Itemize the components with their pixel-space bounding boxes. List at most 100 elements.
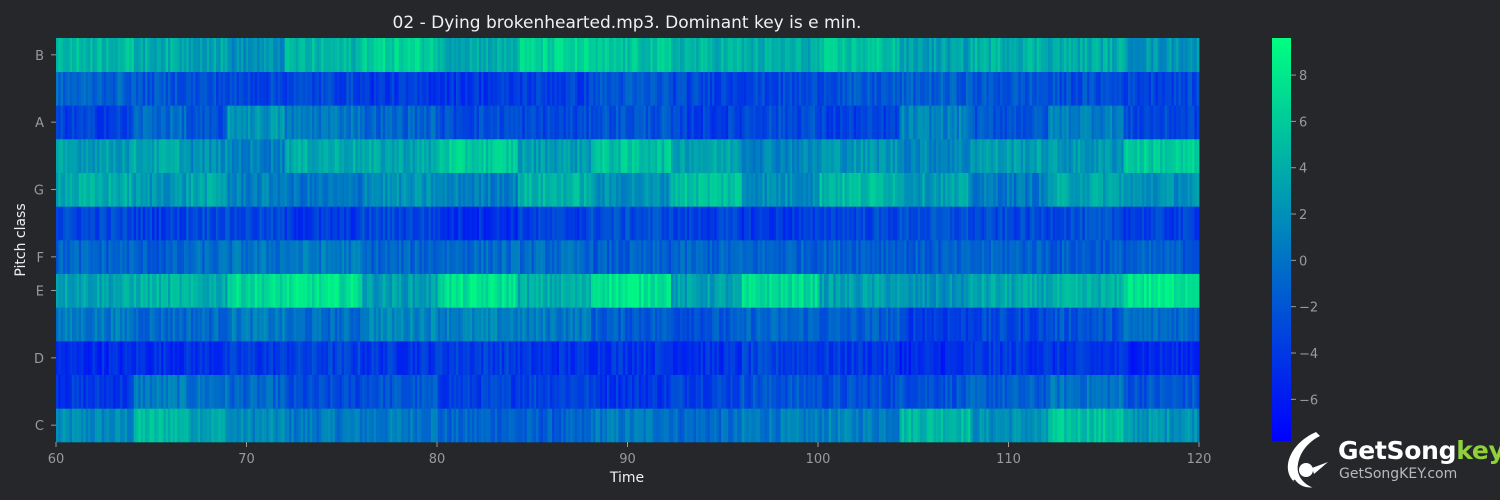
heatmap-cell	[835, 172, 839, 207]
heatmap-cell	[972, 374, 976, 409]
heatmap-cell	[1034, 408, 1038, 443]
heatmap-cell	[69, 172, 73, 207]
heatmap-cell	[947, 206, 951, 241]
heatmap-cell	[131, 374, 135, 409]
heatmap-cell	[446, 105, 450, 140]
heatmap-cell	[632, 105, 635, 140]
heatmap-cell	[88, 105, 91, 140]
heatmap-cell	[1148, 408, 1152, 443]
heatmap-cell	[147, 408, 151, 443]
heatmap-cell	[494, 240, 498, 274]
heatmap-cell	[446, 273, 450, 308]
heatmap-cell	[142, 105, 146, 140]
heatmap-cell	[524, 341, 528, 375]
heatmap-cell	[168, 374, 171, 409]
heatmap-cell	[300, 307, 304, 342]
heatmap-cell	[414, 273, 418, 308]
heatmap-cell	[936, 206, 939, 241]
heatmap-cell	[78, 172, 82, 207]
heatmap-cell	[995, 206, 999, 241]
heatmap-cell	[88, 374, 91, 409]
heatmap-cell	[926, 172, 930, 207]
heatmap-cell	[718, 408, 722, 443]
heatmap-cell	[513, 240, 516, 274]
heatmap-cell	[851, 273, 855, 308]
heatmap-cell	[426, 273, 430, 308]
heatmap-cell	[120, 374, 123, 409]
heatmap-cell	[1183, 307, 1186, 342]
heatmap-cell	[654, 341, 658, 375]
heatmap-cell	[504, 273, 507, 308]
heatmap-cell	[360, 408, 363, 443]
heatmap-cell	[211, 374, 215, 409]
heatmap-cell	[901, 206, 905, 241]
heatmap-cell	[469, 374, 473, 409]
heatmap-cell	[481, 408, 484, 443]
heatmap-cell	[643, 273, 647, 308]
heatmap-cell	[526, 240, 530, 274]
heatmap-cell	[844, 105, 848, 140]
heatmap-cell	[1160, 206, 1163, 241]
heatmap-cell	[321, 273, 324, 308]
heatmap-cell	[426, 206, 430, 241]
heatmap-cell	[1180, 206, 1184, 241]
heatmap-cell	[641, 105, 644, 140]
heatmap-cell	[1009, 307, 1012, 342]
heatmap-cell	[561, 105, 564, 140]
heatmap-cell	[1123, 341, 1127, 375]
heatmap-cell	[723, 408, 727, 443]
heatmap-cell	[970, 341, 974, 375]
heatmap-cell	[1167, 374, 1170, 409]
heatmap-cell	[1009, 139, 1012, 173]
heatmap-cell	[632, 307, 635, 342]
heatmap-cell	[318, 341, 322, 375]
heatmap-cell	[1009, 273, 1012, 308]
heatmap-cell	[1068, 408, 1072, 443]
heatmap-cell	[997, 307, 1001, 342]
heatmap-cell	[273, 105, 276, 140]
heatmap-cell	[568, 172, 571, 207]
heatmap-cell	[122, 273, 125, 308]
heatmap-cell	[124, 240, 128, 274]
heatmap-cell	[277, 341, 281, 375]
heatmap-cell	[819, 374, 823, 409]
heatmap-cell	[796, 408, 800, 443]
heatmap-cell	[1002, 139, 1006, 173]
heatmap-cell	[92, 273, 96, 308]
heatmap-cell	[492, 307, 496, 342]
heatmap-cell	[1109, 139, 1113, 173]
heatmap-cell	[958, 105, 962, 140]
heatmap-cell	[451, 307, 455, 342]
heatmap-cell	[552, 374, 555, 409]
heatmap-cell	[1137, 139, 1140, 173]
heatmap-cell	[302, 172, 306, 207]
heatmap-cell	[728, 172, 731, 207]
heatmap-cell	[533, 273, 537, 308]
heatmap-cell	[837, 374, 841, 409]
heatmap-cell	[286, 408, 290, 443]
heatmap-cell	[206, 206, 210, 241]
heatmap-cell	[172, 240, 176, 274]
heatmap-cell	[670, 408, 674, 443]
heatmap-cell	[154, 374, 157, 409]
heatmap-cell	[718, 139, 722, 173]
heatmap-cell	[1114, 172, 1118, 207]
heatmap-cell	[1020, 139, 1024, 173]
heatmap-cell	[312, 307, 315, 342]
heatmap-cell	[1116, 240, 1120, 274]
heatmap-cell	[1004, 139, 1008, 173]
heatmap-cell	[579, 341, 583, 375]
heatmap-cell	[1130, 408, 1134, 443]
heatmap-cell	[92, 341, 96, 375]
heatmap-cell	[696, 307, 699, 342]
heatmap-cell	[568, 374, 571, 409]
heatmap-cell	[636, 341, 640, 375]
heatmap-cell	[913, 139, 916, 173]
heatmap-cell	[163, 273, 167, 308]
heatmap-cell	[869, 307, 873, 342]
heatmap-cell	[85, 273, 89, 308]
heatmap-cell	[1144, 139, 1147, 173]
heatmap-cell	[213, 307, 217, 342]
heatmap-cell	[862, 139, 866, 173]
heatmap-cell	[117, 105, 121, 140]
